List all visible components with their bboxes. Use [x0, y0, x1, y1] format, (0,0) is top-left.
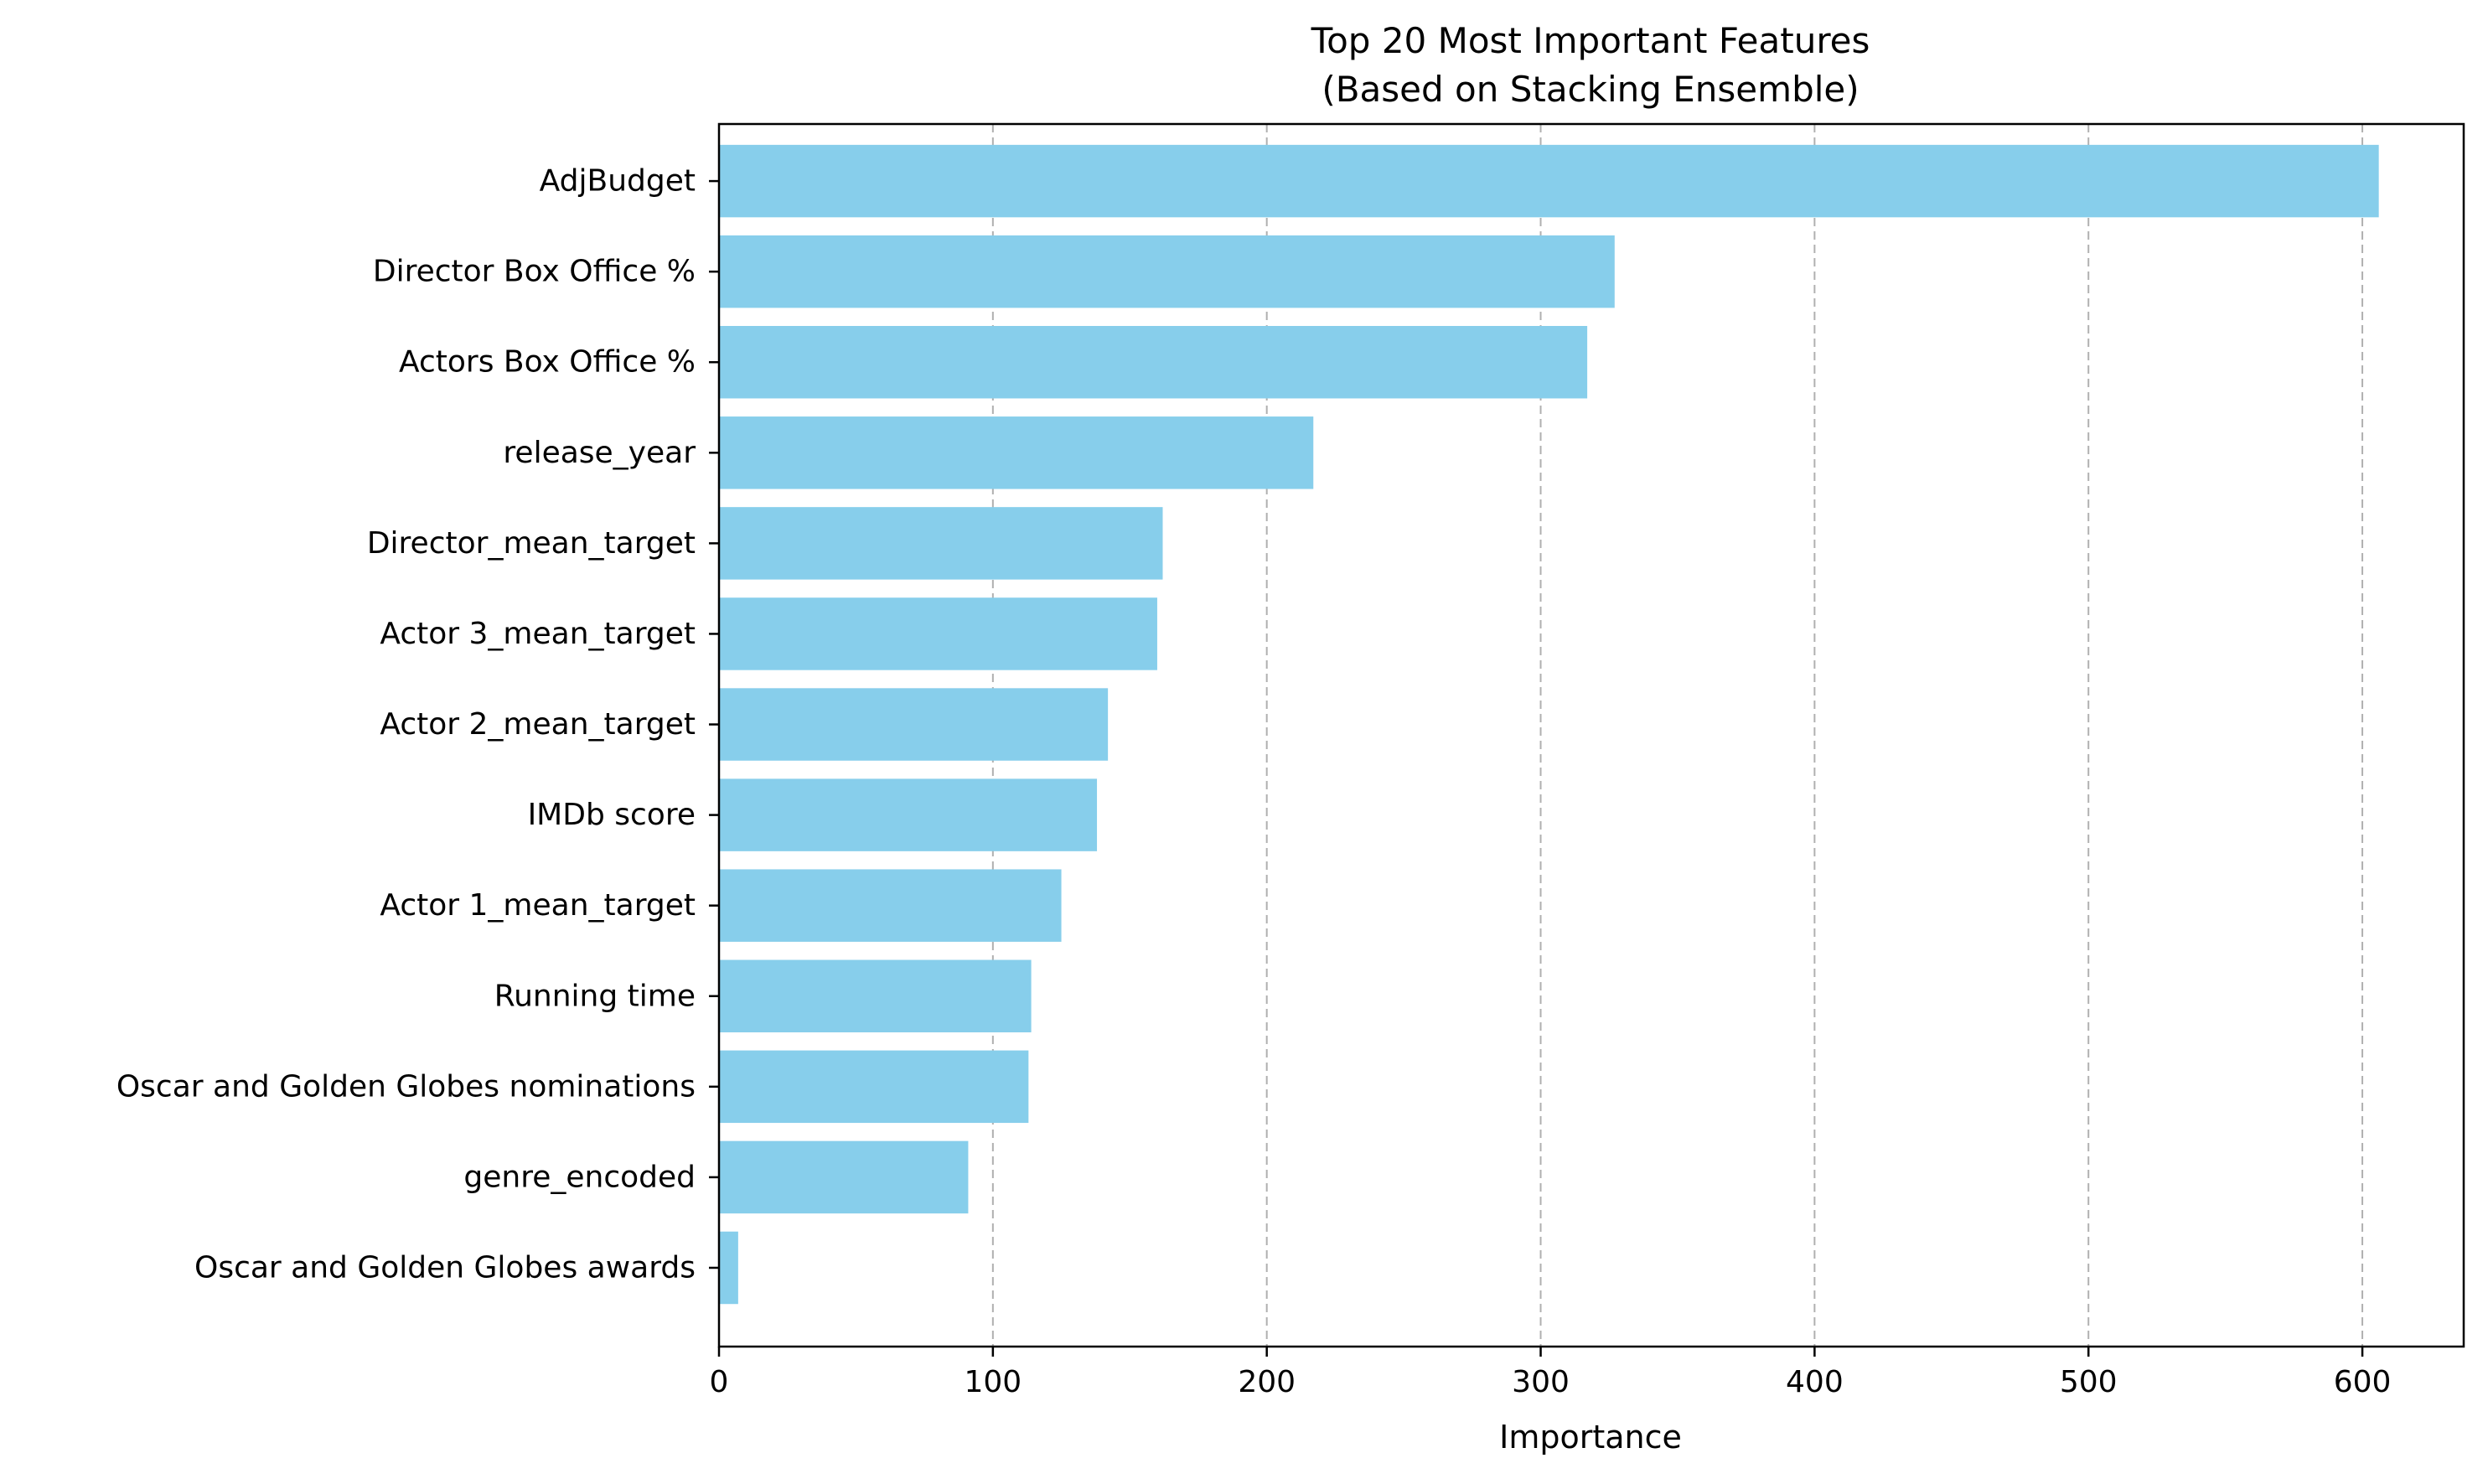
y-tick-label: release_year: [503, 436, 696, 470]
bar: [719, 235, 1615, 308]
y-tick-label: AdjBudget: [540, 164, 696, 199]
y-tick-label: Running time: [494, 979, 696, 1013]
x-tick-label: 100: [964, 1365, 1022, 1399]
chart-title-line-2: (Based on Stacking Ensemble): [1322, 69, 1859, 110]
y-tick-label: Oscar and Golden Globes awards: [194, 1250, 696, 1285]
y-tick-label: Actor 3_mean_target: [380, 617, 696, 651]
x-tick-label: 500: [2060, 1365, 2118, 1399]
chart-title-line-1: Top 20 Most Important Features: [1311, 20, 1870, 61]
bar: [719, 144, 2379, 218]
x-tick-label: 200: [1238, 1365, 1296, 1399]
bar: [719, 1231, 738, 1305]
bar: [719, 1050, 1029, 1124]
x-tick-label: 300: [1512, 1365, 1570, 1399]
bar: [719, 597, 1157, 670]
bar: [719, 1140, 969, 1214]
bar: [719, 326, 1588, 399]
bar: [719, 507, 1163, 580]
bar: [719, 869, 1062, 942]
x-tick-label: 400: [1786, 1365, 1844, 1399]
y-axis-ticks: AdjBudget Director Box Office % Actors Box…: [116, 164, 719, 1285]
y-tick-label: Oscar and Golden Globes nominations: [116, 1069, 696, 1104]
y-tick-label: Actor 2_mean_target: [380, 707, 696, 742]
x-axis-ticks: 0 100 200 300 400 500 600: [710, 1347, 2392, 1399]
y-tick-label: IMDb score: [528, 798, 696, 832]
y-tick-label: Actor 1_mean_target: [380, 888, 696, 923]
y-tick-label: genre_encoded: [463, 1160, 696, 1194]
bar: [719, 778, 1098, 851]
bar: [719, 416, 1314, 489]
bar: [719, 959, 1032, 1032]
x-tick-label: 600: [2334, 1365, 2392, 1399]
bar: [719, 688, 1109, 761]
bars: [719, 144, 2379, 1305]
y-tick-label: Director Box Office %: [373, 255, 696, 289]
plot-frame: [717, 122, 2465, 1348]
x-axis-label: Importance: [1499, 1419, 1682, 1456]
y-tick-label: Actors Box Office %: [399, 345, 696, 380]
x-tick-label: 0: [710, 1365, 729, 1399]
y-tick-label: Director_mean_target: [367, 526, 696, 561]
